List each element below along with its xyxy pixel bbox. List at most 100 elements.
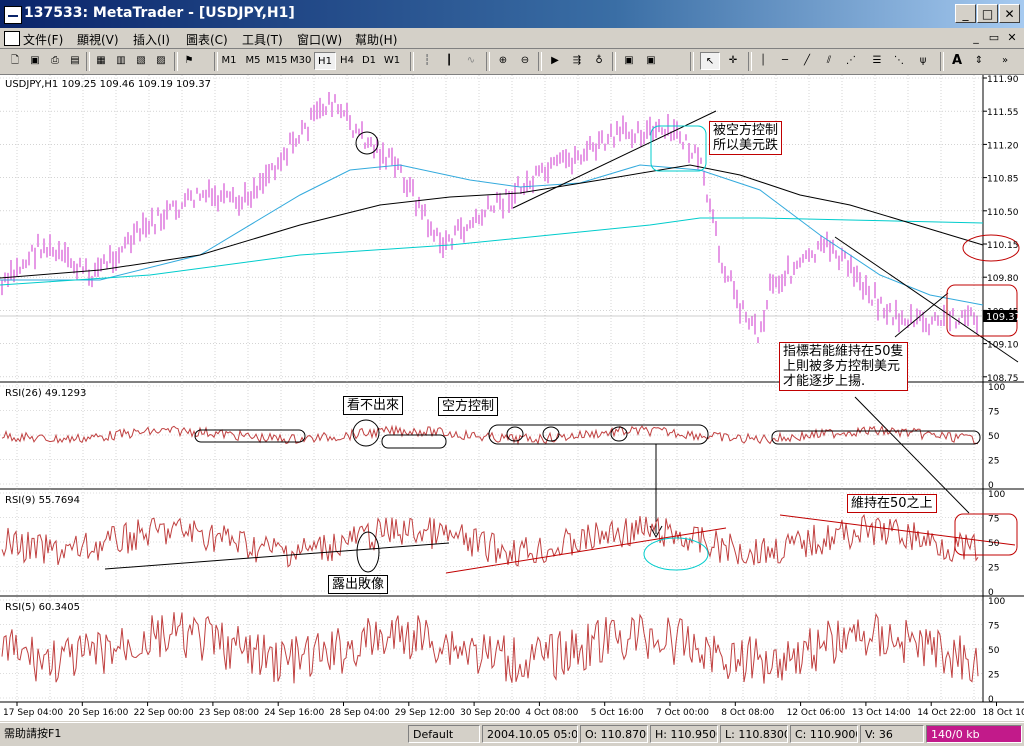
rsi9-circle-cyan	[644, 538, 708, 570]
menu-tools[interactable]: 工具(T)	[242, 31, 283, 48]
annotation-bullish-line1: 指標若能維持在50隻	[783, 344, 904, 359]
annotation-bearish-line2: 所以美元跌	[713, 138, 778, 153]
main-chart-header: USDJPY,H1 109.25 109.46 109.19 109.37	[5, 79, 211, 90]
mdi-restore-icon[interactable]: ▭	[986, 30, 1002, 45]
rsi5-label: RSI(5) 60.3405	[5, 602, 80, 613]
data-window-icon[interactable]: ▥	[112, 52, 130, 70]
trendline-icon[interactable]: ╱	[798, 52, 816, 70]
price-bars	[2, 92, 977, 343]
indicators-icon[interactable]: ♁	[590, 52, 608, 70]
channel-icon[interactable]: ⫽	[820, 52, 838, 70]
current-price-label: 109.37	[986, 312, 1021, 323]
market-watch-icon[interactable]: ▦	[92, 52, 110, 70]
zoom-in-icon[interactable]: ⊕	[494, 52, 512, 70]
timeframe-h1[interactable]: H1	[314, 52, 336, 70]
line-chart-icon[interactable]: ∿	[462, 52, 480, 70]
templates-icon[interactable]: ▣	[642, 52, 660, 70]
minimize-button[interactable]: _	[955, 4, 976, 23]
time-tick-label: 23 Sep 08:00	[199, 708, 259, 718]
maximize-icon: □	[982, 7, 993, 21]
toolbar: 🗋 ▣ ⎙ ▤ ▦ ▥ ▧ ▨ ⚑ M1 M5 M15 M30 H1 H4 D1…	[0, 49, 1024, 75]
time-tick-label: 28 Sep 04:00	[330, 708, 390, 718]
timeframe-m1[interactable]: M1	[220, 52, 238, 70]
price-scale: 111.90111.55111.20110.85110.50110.15109.…	[983, 75, 1019, 384]
price-tick-label: 109.10	[987, 341, 1019, 351]
fibonacci-icon[interactable]: ☰	[868, 52, 886, 70]
new-chart-icon[interactable]: 🗋	[6, 52, 24, 70]
save-icon[interactable]: ▣	[26, 52, 44, 70]
vertical-line-icon[interactable]: │	[754, 52, 772, 70]
indicator-level-label: 75	[988, 408, 999, 418]
app-icon[interactable]	[4, 6, 22, 24]
cursor-icon[interactable]: ↖	[700, 52, 720, 70]
mdi-close-icon[interactable]: ✕	[1004, 30, 1020, 45]
andrews-pitchfork-icon[interactable]: ψ	[914, 52, 932, 70]
timeframe-h4[interactable]: H4	[338, 52, 356, 70]
minimize-icon: _	[963, 7, 969, 21]
expert-advisor-icon[interactable]: ⚑	[180, 52, 198, 70]
print-preview-icon[interactable]: ▤	[66, 52, 84, 70]
rsi9-circle-failure	[357, 532, 379, 572]
rsi26-label: RSI(26) 49.1293	[5, 388, 86, 399]
mdi-minimize-icon[interactable]: _	[968, 30, 984, 45]
bar-chart-icon[interactable]: ┇	[418, 52, 436, 70]
annotation-bear-control: 空方控制	[438, 397, 498, 416]
navigator-icon[interactable]: ▧	[132, 52, 150, 70]
terminal-icon[interactable]: ▨	[152, 52, 170, 70]
time-tick-label: 20 Sep 16:00	[68, 708, 128, 718]
indicator-level-label: 25	[988, 564, 999, 574]
time-tick-label: 4 Oct 08:00	[525, 708, 578, 718]
indicator-level-label: 50	[988, 646, 1000, 656]
print-icon[interactable]: ⎙	[46, 52, 64, 70]
chart-shift-icon[interactable]: ⇶	[568, 52, 586, 70]
close-button[interactable]: ✕	[999, 4, 1020, 23]
horizontal-line-icon[interactable]: ─	[776, 52, 794, 70]
text-tool-icon[interactable]: A	[948, 52, 966, 70]
indicator-level-label: 100	[988, 597, 1005, 607]
timeframe-w1[interactable]: W1	[383, 52, 401, 70]
rsi5-line	[2, 612, 978, 683]
indicator-level-label: 100	[988, 383, 1005, 393]
auto-scroll-icon[interactable]: ▶	[546, 52, 564, 70]
menu-charts[interactable]: 圖表(C)	[186, 31, 228, 48]
timeframe-m30[interactable]: M30	[290, 52, 311, 70]
indicator-level-label: 100	[988, 490, 1005, 500]
circle-top-sep28	[356, 132, 378, 154]
trendline-rebound[interactable]	[895, 293, 948, 337]
fib-fan-icon[interactable]: ⋱	[890, 52, 908, 70]
menu-insert[interactable]: 插入(I)	[133, 31, 170, 48]
document-icon[interactable]	[4, 31, 20, 46]
status-datetime: 2004.10.05 05:00	[482, 725, 578, 743]
status-low: L: 110.8300	[720, 725, 788, 743]
price-tick-label: 111.20	[987, 141, 1019, 151]
status-bar: 需助請按F1 Default 2004.10.05 05:00 O: 110.8…	[0, 722, 1024, 746]
price-tick-label: 109.80	[987, 274, 1019, 284]
indicator-level-label: 50	[988, 432, 1000, 442]
time-tick-label: 8 Oct 08:00	[721, 708, 774, 718]
menu-view[interactable]: 顯視(V)	[77, 31, 119, 48]
arrows-icon[interactable]: ⇕	[970, 52, 988, 70]
status-open: O: 110.8700	[580, 725, 648, 743]
candlestick-icon[interactable]: ┃	[440, 52, 458, 70]
more-tools-icon[interactable]: »	[996, 52, 1014, 70]
timeframe-m5[interactable]: M5	[244, 52, 262, 70]
menu-file[interactable]: 文件(F)	[23, 31, 63, 48]
crosshair-icon[interactable]: ✛	[724, 52, 742, 70]
time-tick-label: 7 Oct 00:00	[656, 708, 709, 718]
gann-fan-icon[interactable]: ⋰	[842, 52, 860, 70]
periods-icon[interactable]: ▣	[620, 52, 638, 70]
timeframe-d1[interactable]: D1	[360, 52, 378, 70]
maximize-button[interactable]: □	[977, 4, 998, 23]
timeframe-m15[interactable]: M15	[266, 52, 287, 70]
menu-window[interactable]: 窗口(W)	[297, 31, 342, 48]
status-traffic: 140/0 kb	[926, 725, 1022, 743]
indicator-level-label: 50	[988, 539, 1000, 549]
zoom-out-icon[interactable]: ⊖	[516, 52, 534, 70]
price-tick-label: 111.55	[987, 108, 1019, 118]
menu-help[interactable]: 幫助(H)	[355, 31, 397, 48]
window-title: 137533: MetaTrader - [USDJPY,H1]	[24, 5, 295, 21]
chart-canvas[interactable]: 111.90111.55111.20110.85110.50110.15109.…	[0, 75, 1024, 721]
